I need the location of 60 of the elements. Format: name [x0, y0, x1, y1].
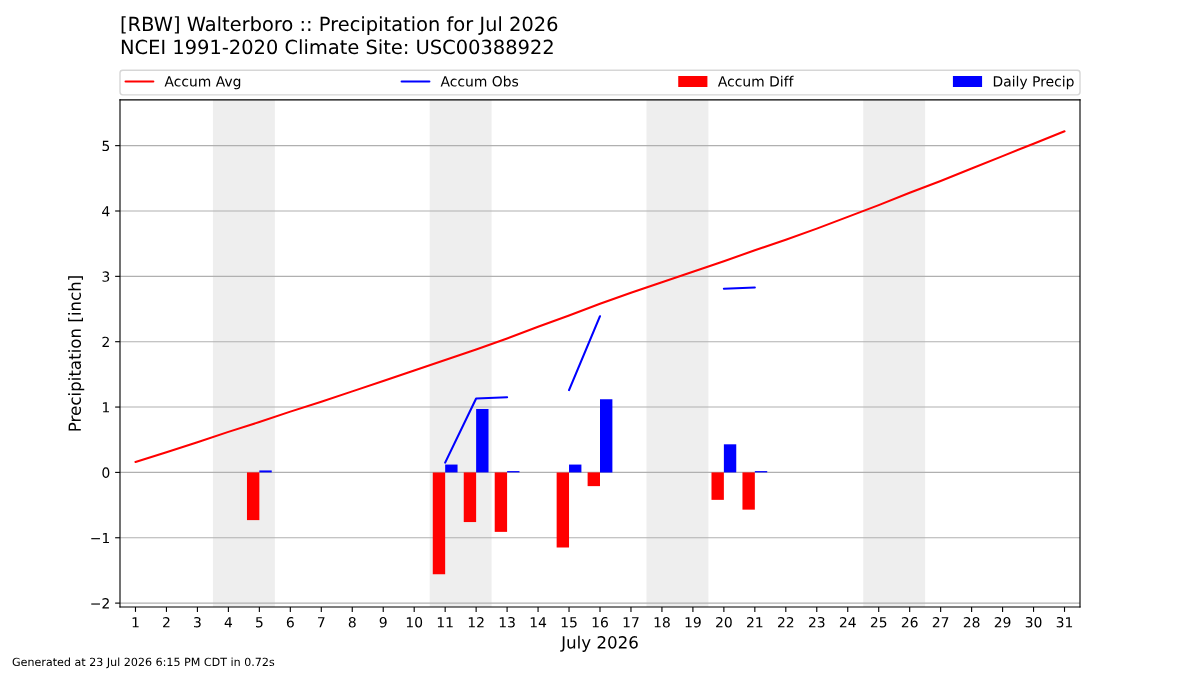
x-tick-label: 21 — [747, 616, 763, 628]
x-tick-label: 27 — [932, 616, 949, 628]
x-tick-label: 19 — [685, 616, 701, 628]
y-axis-title: Precipitation [inch] — [68, 276, 85, 431]
bar — [432, 472, 446, 575]
x-tick-label: 3 — [194, 616, 201, 628]
chart-subtitle: NCEI 1991-2020 Climate Site: USC00388922 — [121, 39, 553, 55]
y-tick-label: −2 — [91, 598, 109, 609]
x-tick-label: 10 — [406, 616, 423, 628]
bar — [556, 472, 570, 548]
y-tick-label: −1 — [91, 532, 109, 544]
x-tick-label: 24 — [839, 616, 856, 628]
x-tick-label: 25 — [870, 616, 887, 628]
legend-label: Accum Diff — [717, 75, 794, 87]
bar — [600, 399, 613, 473]
x-tick-label: 23 — [808, 616, 825, 628]
x-tick-label: 18 — [654, 616, 670, 628]
x-tick-label: 2 — [163, 616, 170, 628]
x-tick-label: 26 — [901, 616, 918, 628]
x-tick-label: 5 — [256, 617, 263, 628]
x-tick-label: 6 — [286, 616, 294, 628]
line-series — [134, 130, 1066, 463]
bar — [476, 409, 489, 473]
x-tick-label: 7 — [318, 617, 325, 628]
x-tick-label: 9 — [379, 616, 387, 628]
legend-label: Accum Obs — [440, 75, 519, 87]
x-tick-label: 28 — [963, 616, 980, 628]
x-tick-label: 16 — [592, 616, 608, 628]
bar — [742, 472, 755, 510]
x-tick-label: 8 — [348, 616, 356, 628]
x-tick-label: 17 — [623, 617, 639, 628]
x-tick-label: 30 — [1025, 616, 1042, 628]
x-axis-title: July 2026 — [560, 635, 638, 652]
bar — [463, 472, 477, 523]
chart-title: [RBW] Walterboro :: Precipitation for Jul 2026 — [121, 16, 558, 36]
x-tick-label: 31 — [1056, 616, 1073, 628]
y-tick-label: 5 — [102, 140, 110, 152]
y-tick-label: 3 — [102, 271, 110, 282]
y-tick-label: 2 — [102, 336, 109, 347]
bar — [711, 472, 724, 500]
x-tick-label: 12 — [468, 616, 484, 628]
x-tick-label: 29 — [994, 616, 1011, 628]
x-tick-label: 11 — [437, 617, 453, 628]
y-tick-label: 4 — [102, 206, 110, 217]
bar — [587, 472, 600, 487]
bar — [494, 472, 508, 532]
x-tick-label: 20 — [716, 616, 732, 628]
legend-label: Daily Precip — [993, 75, 1074, 90]
bar — [723, 444, 737, 473]
y-tick-label: 1 — [102, 402, 109, 413]
x-tick-label: 4 — [224, 617, 233, 628]
x-tick-label: 14 — [530, 617, 547, 628]
x-tick-label: 22 — [777, 616, 794, 628]
x-tick-label: 1 — [132, 617, 139, 628]
x-tick-label: 15 — [561, 617, 577, 628]
y-tick-label: 0 — [102, 467, 110, 478]
text: Generated at 23 Jul 2026 6:15 PM CDT in 0.72s — [12, 657, 275, 669]
legend-label: Accum Avg — [164, 76, 241, 90]
x-tick-label: 13 — [499, 616, 515, 628]
bar — [246, 472, 260, 521]
